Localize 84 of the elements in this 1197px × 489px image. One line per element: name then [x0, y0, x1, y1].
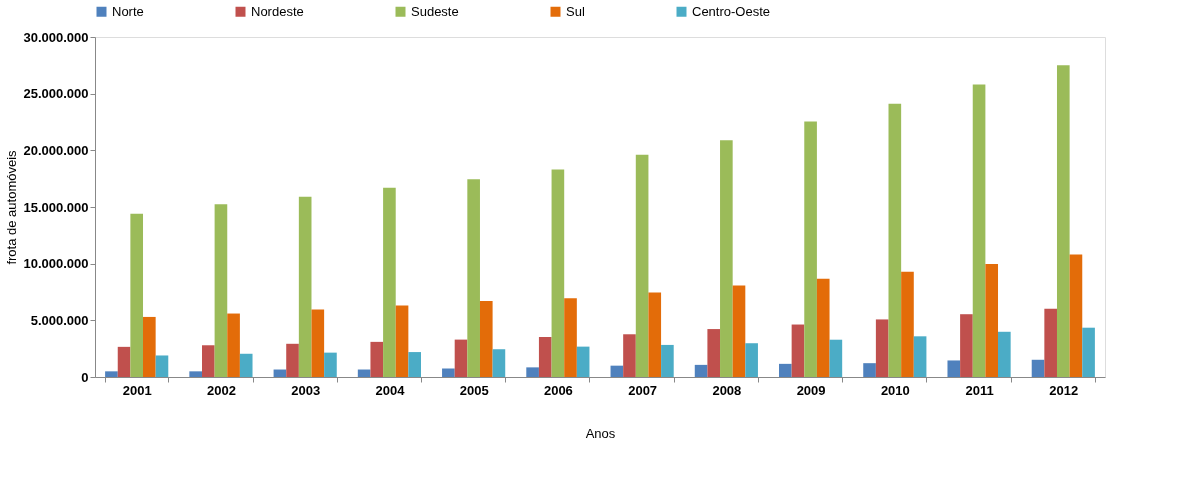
bar — [998, 331, 1011, 377]
bar — [1044, 308, 1057, 377]
bar — [227, 313, 240, 377]
bar — [383, 187, 396, 377]
x-tick-label: 2012 — [1049, 382, 1079, 398]
x-tick-label: 2011 — [965, 382, 994, 398]
bar — [551, 169, 565, 377]
bar — [1056, 65, 1070, 377]
x-tick-label: 2010 — [880, 382, 910, 398]
bar — [913, 336, 927, 377]
bar — [732, 285, 746, 377]
bar — [707, 329, 721, 377]
bar — [143, 316, 156, 377]
bar — [538, 336, 552, 377]
bar — [972, 84, 986, 377]
bar — [239, 353, 253, 377]
bar — [454, 339, 468, 377]
y-tick-label: 30.000.000 — [23, 29, 89, 45]
bar — [985, 263, 999, 377]
bar — [576, 346, 590, 377]
bar — [189, 371, 202, 377]
x-tick-label: 2003 — [291, 382, 321, 398]
bar — [479, 301, 493, 377]
bar — [130, 213, 144, 377]
bar — [311, 309, 325, 377]
y-tick-label: 25.000.000 — [23, 86, 89, 102]
x-tick-label: 2008 — [712, 382, 742, 398]
bar — [791, 324, 805, 377]
bar — [1031, 359, 1045, 377]
bar — [661, 344, 674, 377]
bar — [623, 334, 636, 377]
bar — [286, 343, 299, 377]
bar — [745, 343, 758, 377]
bar — [467, 179, 480, 377]
bar — [564, 298, 577, 377]
x-tick-label: 2002 — [206, 382, 236, 398]
bar — [901, 271, 914, 377]
x-axis-title: Anos — [585, 425, 616, 441]
bar — [888, 103, 902, 377]
x-tick-label: 2006 — [543, 382, 573, 398]
legend-label: Norte — [112, 3, 144, 19]
legend-label: Sudeste — [411, 3, 459, 19]
bar — [370, 341, 384, 377]
x-tick-label: 2007 — [628, 382, 658, 398]
bar — [816, 278, 830, 377]
bar — [105, 371, 118, 377]
bar — [1082, 327, 1095, 377]
x-tick-label: 2001 — [122, 382, 152, 398]
y-tick-label: 0 — [81, 369, 89, 385]
bar — [648, 292, 662, 377]
bar — [947, 360, 961, 377]
legend-label: Centro-Oeste — [692, 3, 771, 19]
bar — [298, 196, 312, 377]
bar — [829, 339, 843, 377]
x-tick-label: 2004 — [375, 382, 406, 398]
bar — [214, 204, 228, 377]
legend-label: Nordeste — [251, 3, 304, 19]
bar — [720, 140, 733, 377]
bar — [155, 355, 169, 377]
bar — [395, 305, 409, 377]
y-tick-label: 5.000.000 — [30, 312, 89, 328]
y-tick-label: 10.000.000 — [23, 256, 89, 272]
bar — [324, 352, 337, 377]
x-tick-label: 2005 — [459, 382, 489, 398]
bar — [960, 314, 973, 377]
y-tick-label: 20.000.000 — [23, 142, 89, 158]
y-axis-title: frota de automóveis — [4, 149, 20, 265]
bar — [610, 365, 624, 377]
bar — [201, 345, 215, 377]
bar — [804, 121, 817, 377]
bar — [442, 368, 455, 377]
bar — [408, 352, 421, 377]
bar — [863, 363, 876, 377]
bar — [635, 154, 649, 377]
legend-label: Sul — [566, 3, 585, 19]
bar — [779, 363, 792, 377]
x-tick-label: 2009 — [796, 382, 826, 398]
bar — [694, 364, 708, 377]
y-tick-label: 15.000.000 — [23, 199, 89, 215]
bar — [526, 367, 539, 377]
bar — [1069, 254, 1083, 377]
bar — [875, 319, 889, 377]
bar — [117, 346, 131, 377]
bar — [492, 349, 506, 377]
